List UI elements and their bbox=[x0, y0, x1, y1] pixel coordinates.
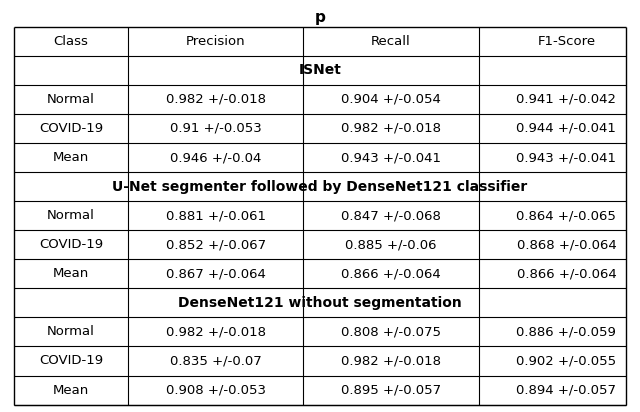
Text: 0.866 +/-0.064: 0.866 +/-0.064 bbox=[516, 267, 616, 280]
Text: 0.908 +/-0.053: 0.908 +/-0.053 bbox=[166, 384, 266, 397]
Text: F1-Score: F1-Score bbox=[538, 35, 595, 48]
Text: 0.885 +/-0.06: 0.885 +/-0.06 bbox=[346, 238, 436, 251]
Text: Normal: Normal bbox=[47, 325, 95, 338]
Text: 0.982 +/-0.018: 0.982 +/-0.018 bbox=[166, 325, 266, 338]
Text: Precision: Precision bbox=[186, 35, 246, 48]
Text: 0.894 +/-0.057: 0.894 +/-0.057 bbox=[516, 384, 616, 397]
Text: DenseNet121 without segmentation: DenseNet121 without segmentation bbox=[178, 296, 462, 310]
Text: 0.847 +/-0.068: 0.847 +/-0.068 bbox=[341, 209, 441, 222]
Text: 0.904 +/-0.054: 0.904 +/-0.054 bbox=[341, 93, 441, 106]
Text: 0.982 +/-0.018: 0.982 +/-0.018 bbox=[341, 354, 441, 368]
Text: ISNet: ISNet bbox=[299, 63, 341, 77]
Text: Mean: Mean bbox=[53, 384, 89, 397]
Text: Normal: Normal bbox=[47, 209, 95, 222]
Text: 0.944 +/-0.041: 0.944 +/-0.041 bbox=[516, 122, 616, 135]
Text: 0.895 +/-0.057: 0.895 +/-0.057 bbox=[341, 384, 441, 397]
Text: p: p bbox=[315, 10, 325, 25]
Text: Recall: Recall bbox=[371, 35, 411, 48]
Text: 0.852 +/-0.067: 0.852 +/-0.067 bbox=[166, 238, 266, 251]
Text: Mean: Mean bbox=[53, 267, 89, 280]
Text: COVID-19: COVID-19 bbox=[39, 122, 103, 135]
Text: 0.866 +/-0.064: 0.866 +/-0.064 bbox=[341, 267, 441, 280]
Text: 0.835 +/-0.07: 0.835 +/-0.07 bbox=[170, 354, 262, 368]
Text: 0.943 +/-0.041: 0.943 +/-0.041 bbox=[341, 151, 441, 164]
Text: 0.902 +/-0.055: 0.902 +/-0.055 bbox=[516, 354, 616, 368]
Text: 0.864 +/-0.065: 0.864 +/-0.065 bbox=[516, 209, 616, 222]
Text: 0.946 +/-0.04: 0.946 +/-0.04 bbox=[170, 151, 261, 164]
Text: Class: Class bbox=[54, 35, 88, 48]
Text: 0.982 +/-0.018: 0.982 +/-0.018 bbox=[166, 93, 266, 106]
Text: 0.886 +/-0.059: 0.886 +/-0.059 bbox=[516, 325, 616, 338]
Text: 0.867 +/-0.064: 0.867 +/-0.064 bbox=[166, 267, 266, 280]
Text: 0.868 +/-0.064: 0.868 +/-0.064 bbox=[516, 238, 616, 251]
Text: Normal: Normal bbox=[47, 93, 95, 106]
Text: 0.941 +/-0.042: 0.941 +/-0.042 bbox=[516, 93, 616, 106]
Text: COVID-19: COVID-19 bbox=[39, 238, 103, 251]
Text: 0.91 +/-0.053: 0.91 +/-0.053 bbox=[170, 122, 262, 135]
Text: 0.808 +/-0.075: 0.808 +/-0.075 bbox=[341, 325, 441, 338]
Text: 0.943 +/-0.041: 0.943 +/-0.041 bbox=[516, 151, 616, 164]
Text: 0.982 +/-0.018: 0.982 +/-0.018 bbox=[341, 122, 441, 135]
Text: 0.881 +/-0.061: 0.881 +/-0.061 bbox=[166, 209, 266, 222]
Text: U-Net segmenter followed by DenseNet121 classifier: U-Net segmenter followed by DenseNet121 … bbox=[113, 180, 527, 194]
Text: COVID-19: COVID-19 bbox=[39, 354, 103, 368]
Text: Mean: Mean bbox=[53, 151, 89, 164]
